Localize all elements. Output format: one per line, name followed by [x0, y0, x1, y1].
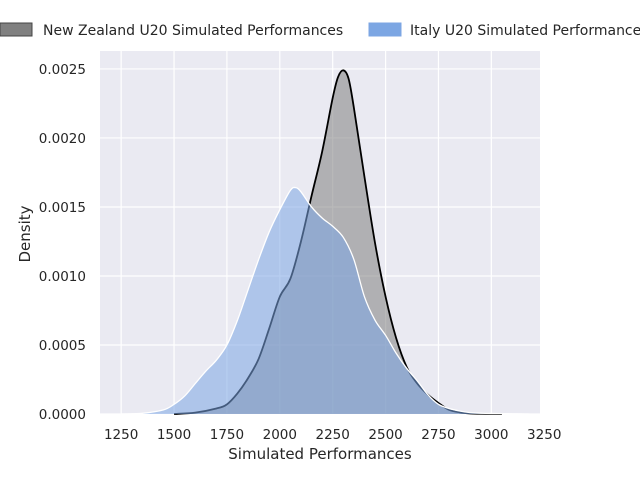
y-tick-label: 0.0015 — [39, 200, 86, 216]
x-tick-labels: 1250 1500 1750 2000 2250 2500 2750 3000 3250 — [104, 427, 561, 443]
density-area-italy — [121, 187, 530, 414]
y-tick-label: 0.0010 — [39, 269, 86, 285]
x-tick-label: 1250 — [104, 427, 138, 443]
legend-swatch-italy — [368, 22, 402, 37]
legend-entry-new-zealand: New Zealand U20 Simulated Performances — [0, 22, 343, 39]
y-tick-label: 0.0025 — [39, 62, 86, 78]
x-tick-label: 2750 — [421, 427, 455, 443]
x-tick-label: 2250 — [316, 427, 350, 443]
legend-label-italy: Italy U20 Simulated Performances — [410, 23, 640, 39]
density-areas — [121, 69, 530, 415]
legend-entry-italy: Italy U20 Simulated Performances — [368, 22, 640, 39]
legend: New Zealand U20 Simulated Performances I… — [0, 22, 640, 39]
legend-label-new-zealand: New Zealand U20 Simulated Performances — [43, 23, 343, 39]
density-line-italy — [121, 186, 530, 415]
x-tick-label: 3250 — [527, 427, 561, 443]
y-axis-label: Density — [16, 205, 34, 262]
y-tick-label: 0.0005 — [39, 338, 86, 354]
x-tick-label: 1750 — [210, 427, 244, 443]
x-axis-label: Simulated Performances — [228, 445, 412, 463]
legend-swatch-new-zealand — [0, 22, 33, 37]
x-tick-label: 2000 — [263, 427, 297, 443]
y-tick-label: 0.0020 — [39, 131, 86, 147]
y-tick-label: 0.0000 — [39, 407, 86, 423]
y-tick-labels: 0.0000 0.0005 0.0010 0.0015 0.0020 0.0025 — [39, 62, 86, 423]
x-tick-label: 2500 — [368, 427, 402, 443]
x-tick-label: 1500 — [157, 427, 191, 443]
x-tick-label: 3000 — [474, 427, 508, 443]
